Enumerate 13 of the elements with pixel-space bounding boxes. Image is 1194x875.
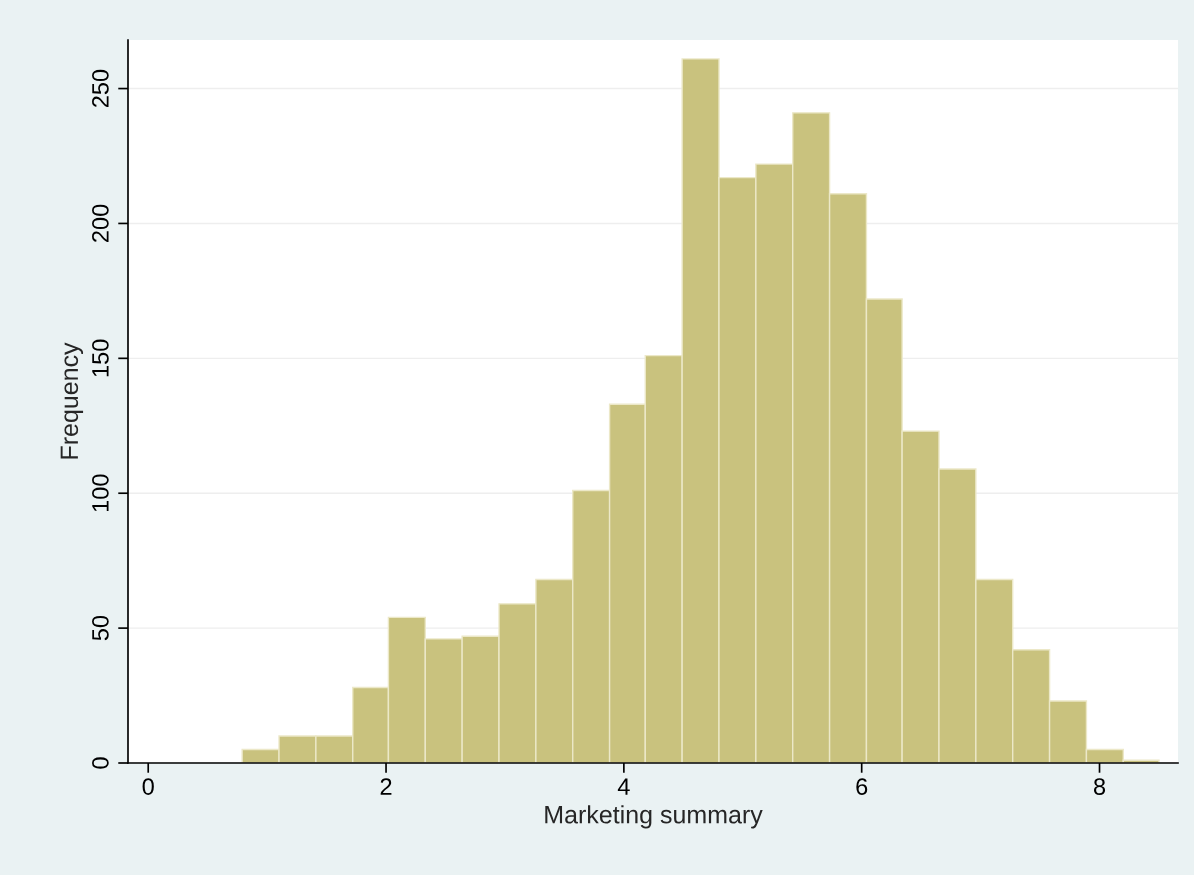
y-tick-label: 100	[92, 474, 109, 512]
y-tick-label: 200	[92, 204, 109, 242]
y-tick-label: 50	[92, 615, 109, 641]
x-tick-label: 4	[617, 778, 630, 795]
x-axis-title: Marketing summary	[545, 805, 763, 829]
y-tick-label: 150	[92, 339, 109, 377]
x-tick-label: 2	[380, 778, 392, 795]
x-tick-label: 8	[1093, 778, 1106, 795]
y-tick-label: 250	[92, 69, 109, 108]
y-tick-label: 0	[92, 757, 109, 769]
x-tick-label: 6	[856, 778, 868, 795]
x-tick-label: 0	[142, 778, 154, 795]
y-axis-title: Frequency	[60, 342, 84, 459]
